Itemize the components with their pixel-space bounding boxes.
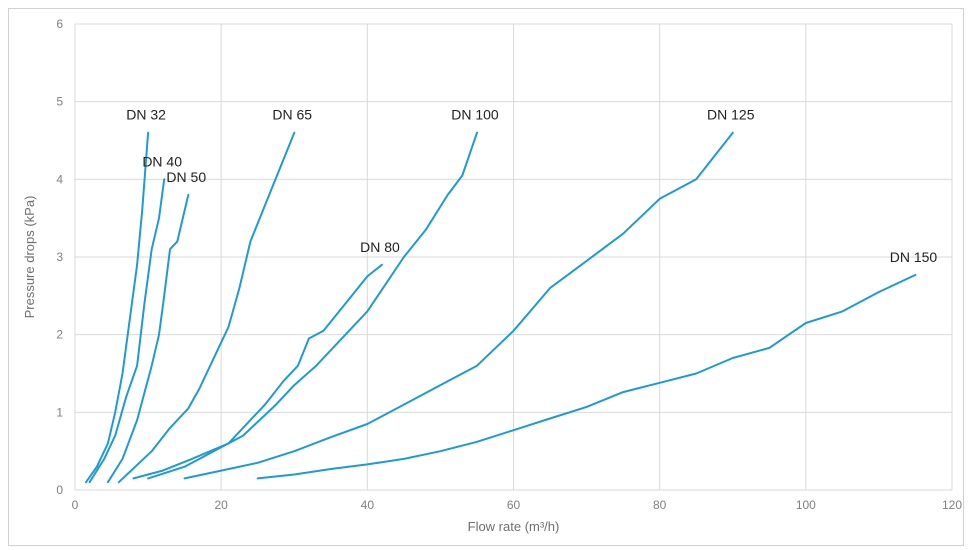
x-axis-title: Flow rate (m³/h): [468, 519, 560, 534]
y-tick-label: 3: [56, 250, 63, 264]
y-tick-label: 5: [56, 95, 63, 109]
y-axis-title: Pressure drops (kPa): [22, 196, 37, 319]
chart-border: [8, 8, 964, 546]
tick-labels: 0 20 40 60 80 100 120 0 1 2 3 4 5 6: [56, 17, 962, 512]
series-line-dn-32: [85, 131, 150, 484]
series-label-dn-40: DN 40: [142, 153, 182, 169]
x-tick-label: 20: [214, 498, 228, 512]
series-label-dn-100: DN 100: [451, 107, 499, 123]
series-line-dn-80: [132, 263, 383, 480]
series-line-dn-125: [183, 131, 734, 480]
x-tick-label: 120: [942, 498, 962, 512]
y-tick-label: 2: [56, 328, 63, 342]
series-line-dn-40: [88, 178, 166, 484]
series-label-dn-125: DN 125: [707, 107, 755, 123]
x-tick-label: 80: [653, 498, 667, 512]
y-tick-label: 0: [56, 483, 63, 497]
series-line-dn-100: [147, 131, 478, 480]
series-label-dn-80: DN 80: [360, 239, 400, 255]
x-tick-label: 60: [507, 498, 521, 512]
series-label-dn-65: DN 65: [272, 107, 312, 123]
gridlines: [74, 23, 953, 491]
series-line-dn-50: [106, 193, 190, 484]
series-line-dn-150: [256, 273, 917, 480]
series-lines: [85, 131, 917, 484]
y-tick-label: 6: [56, 17, 63, 31]
series-label-dn-32: DN 32: [126, 107, 166, 123]
series-label-dn-150: DN 150: [890, 249, 938, 265]
y-tick-label: 4: [56, 172, 63, 186]
x-tick-label: 40: [361, 498, 375, 512]
series-line-dn-65: [117, 131, 296, 484]
x-tick-label: 0: [72, 498, 79, 512]
series-label-dn-50: DN 50: [166, 169, 206, 185]
x-tick-label: 100: [796, 498, 816, 512]
y-tick-label: 1: [56, 405, 63, 419]
